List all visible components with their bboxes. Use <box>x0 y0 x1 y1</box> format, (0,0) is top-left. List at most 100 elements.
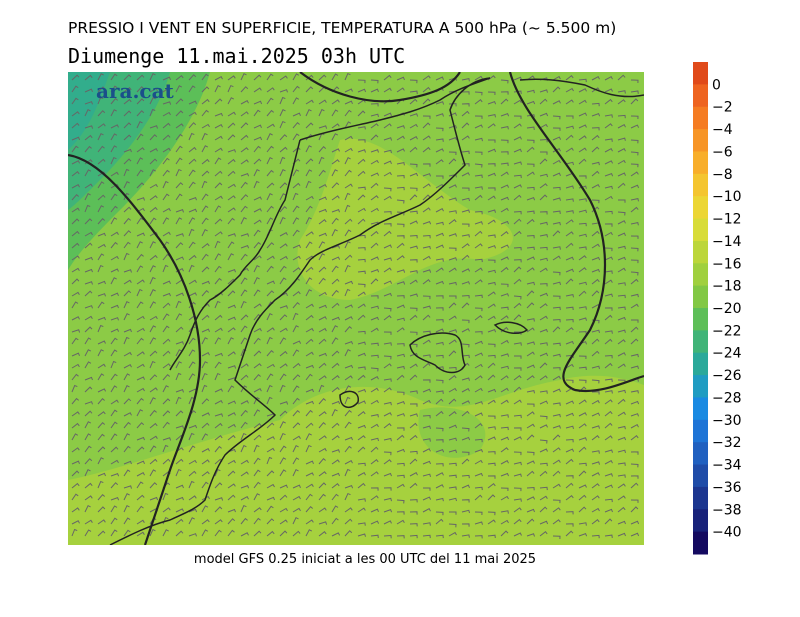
wind-barb <box>422 473 431 478</box>
wind-barb <box>552 159 561 165</box>
wind-barb <box>279 384 286 393</box>
wind-barb <box>292 325 299 333</box>
wind-barb <box>435 390 444 394</box>
wind-barb <box>591 399 600 405</box>
wind-barb <box>552 447 561 453</box>
wind-barb <box>539 303 548 309</box>
wind-barb <box>396 281 406 285</box>
wind-barb <box>331 316 340 321</box>
wind-barb <box>513 230 522 237</box>
wind-barb <box>201 193 209 201</box>
wind-barb <box>318 218 327 225</box>
wind-barb <box>591 290 600 297</box>
wind-barb <box>292 445 299 453</box>
wind-barb <box>566 115 574 119</box>
wind-barb <box>435 410 444 417</box>
wind-barb <box>370 534 379 539</box>
wind-barb <box>305 266 314 273</box>
wind-barb <box>461 509 470 514</box>
wind-barb <box>175 292 184 297</box>
wind-barb <box>227 351 236 357</box>
wind-barb <box>175 193 183 201</box>
wind-barb <box>513 314 522 321</box>
wind-barb <box>123 328 132 333</box>
wind-barb <box>383 223 392 227</box>
wind-barb <box>201 314 210 321</box>
wind-barb <box>461 243 470 249</box>
wind-barb <box>396 374 405 381</box>
wind-barb <box>370 123 379 129</box>
wind-barb <box>110 482 119 489</box>
wind-barb <box>565 400 575 405</box>
wind-barb <box>279 507 288 513</box>
wind-barb <box>396 400 405 405</box>
wind-barb <box>357 139 366 143</box>
wind-barb <box>461 474 470 479</box>
wind-barb <box>201 205 209 213</box>
wind-barb <box>253 507 262 513</box>
wind-barb <box>591 102 600 107</box>
wind-barb <box>370 487 379 491</box>
wind-barb <box>292 495 301 501</box>
wind-barb <box>175 326 184 333</box>
wind-barb <box>396 317 405 322</box>
wind-barb <box>409 172 419 177</box>
wind-barb <box>578 366 587 371</box>
wind-barb <box>448 151 457 156</box>
wind-barb <box>162 458 171 465</box>
wind-barb <box>487 269 496 274</box>
wind-barb <box>513 76 523 81</box>
wind-barb <box>84 519 93 525</box>
wind-barb <box>604 473 613 477</box>
wind-barb <box>617 256 626 261</box>
wind-barb <box>500 151 509 155</box>
wind-barb <box>435 127 444 132</box>
wind-barb <box>565 412 574 417</box>
wind-barb <box>201 132 208 141</box>
wind-barb <box>526 146 535 153</box>
wind-barb <box>344 325 353 333</box>
wind-barb <box>500 530 509 537</box>
wind-barb <box>513 498 522 502</box>
wind-barb <box>136 376 145 381</box>
wind-barb <box>188 264 195 273</box>
wind-barb <box>149 325 157 333</box>
wind-barb <box>84 361 92 369</box>
wind-barb <box>136 494 145 501</box>
wind-barb <box>240 159 249 165</box>
wind-barb <box>422 255 431 261</box>
wind-barb <box>123 364 132 369</box>
wind-barb <box>396 462 405 467</box>
wind-barb <box>396 135 405 141</box>
wind-barb <box>253 434 262 441</box>
wind-barb <box>305 493 313 501</box>
wind-barb <box>409 307 418 312</box>
wind-barb <box>383 331 392 335</box>
wind-barb <box>214 231 223 237</box>
wind-barb <box>578 306 587 310</box>
wind-barb <box>162 134 171 141</box>
wind-barb <box>279 169 286 177</box>
wind-barb <box>253 124 262 129</box>
wind-barb <box>487 354 496 359</box>
wind-barb <box>175 458 184 465</box>
wind-barb <box>448 329 458 333</box>
wind-barb <box>526 351 535 357</box>
wind-barb <box>630 338 639 345</box>
colorbar: 0−2−4−6−8−10−12−14−16−18−20−22−24−26−28−… <box>693 62 742 555</box>
wind-barb <box>71 74 80 81</box>
wind-barb <box>110 517 118 525</box>
wind-barb <box>201 433 209 441</box>
wind-barb <box>227 483 236 489</box>
wind-barb <box>578 484 587 489</box>
wind-barb <box>188 470 197 477</box>
colorbar-label: −20 <box>712 301 742 317</box>
wind-barb <box>227 122 236 129</box>
wind-barb <box>97 433 105 441</box>
wind-barb <box>344 204 351 213</box>
wind-barb <box>110 255 119 261</box>
wind-barb <box>279 337 287 345</box>
wind-barb <box>487 362 496 369</box>
wind-barb <box>84 169 92 177</box>
wind-barb <box>565 294 574 298</box>
